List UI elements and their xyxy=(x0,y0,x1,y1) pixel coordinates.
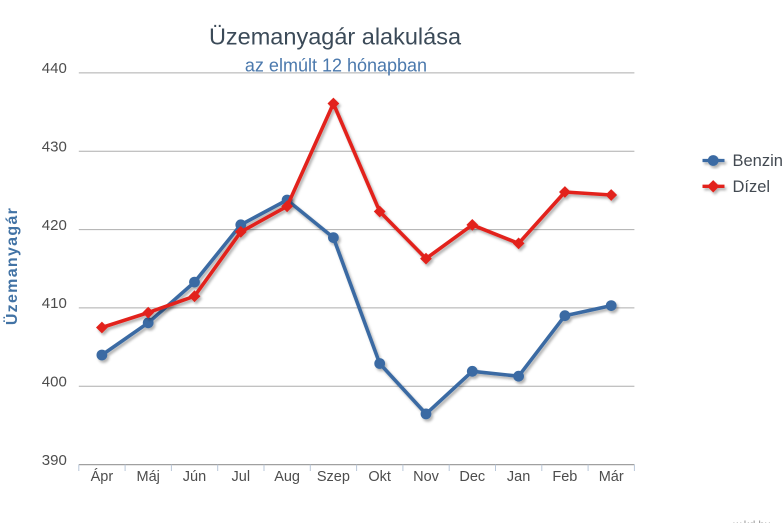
svg-text:Dízel: Dízel xyxy=(733,178,771,196)
svg-text:az elmúlt 12 hónapban: az elmúlt 12 hónapban xyxy=(245,56,427,76)
svg-text:Jul: Jul xyxy=(232,469,251,485)
svg-text:w.kd.hu: w.kd.hu xyxy=(732,520,770,523)
svg-text:440: 440 xyxy=(42,60,67,77)
svg-text:Szep: Szep xyxy=(317,469,350,485)
svg-text:400: 400 xyxy=(42,374,67,391)
svg-text:Benzin: Benzin xyxy=(733,152,783,170)
svg-text:Feb: Feb xyxy=(552,469,577,485)
svg-text:Jan: Jan xyxy=(507,469,530,485)
svg-text:Dec: Dec xyxy=(459,469,485,485)
svg-text:Máj: Máj xyxy=(137,469,160,485)
svg-text:Aug: Aug xyxy=(274,469,300,485)
svg-text:410: 410 xyxy=(42,295,67,312)
svg-text:Okt: Okt xyxy=(368,469,391,485)
svg-text:Már: Már xyxy=(599,469,624,485)
svg-text:420: 420 xyxy=(42,217,67,234)
svg-text:Jún: Jún xyxy=(183,469,206,485)
svg-text:Üzemanyagár alakulása: Üzemanyagár alakulása xyxy=(209,24,462,50)
svg-text:430: 430 xyxy=(42,139,67,156)
svg-text:Ápr: Ápr xyxy=(91,468,114,485)
svg-text:390: 390 xyxy=(42,452,67,469)
svg-text:Üzemanyagár: Üzemanyagár xyxy=(2,207,21,325)
svg-text:Nov: Nov xyxy=(413,469,440,485)
